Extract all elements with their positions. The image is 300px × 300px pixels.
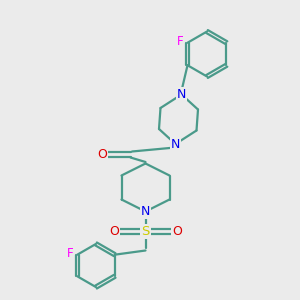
Text: F: F <box>177 35 183 48</box>
Text: N: N <box>141 205 150 218</box>
Text: N: N <box>177 88 186 101</box>
Text: O: O <box>97 148 107 161</box>
Text: F: F <box>67 247 73 260</box>
Text: S: S <box>141 225 150 238</box>
Text: O: O <box>172 225 182 238</box>
Text: N: N <box>171 137 180 151</box>
Text: O: O <box>109 225 119 238</box>
